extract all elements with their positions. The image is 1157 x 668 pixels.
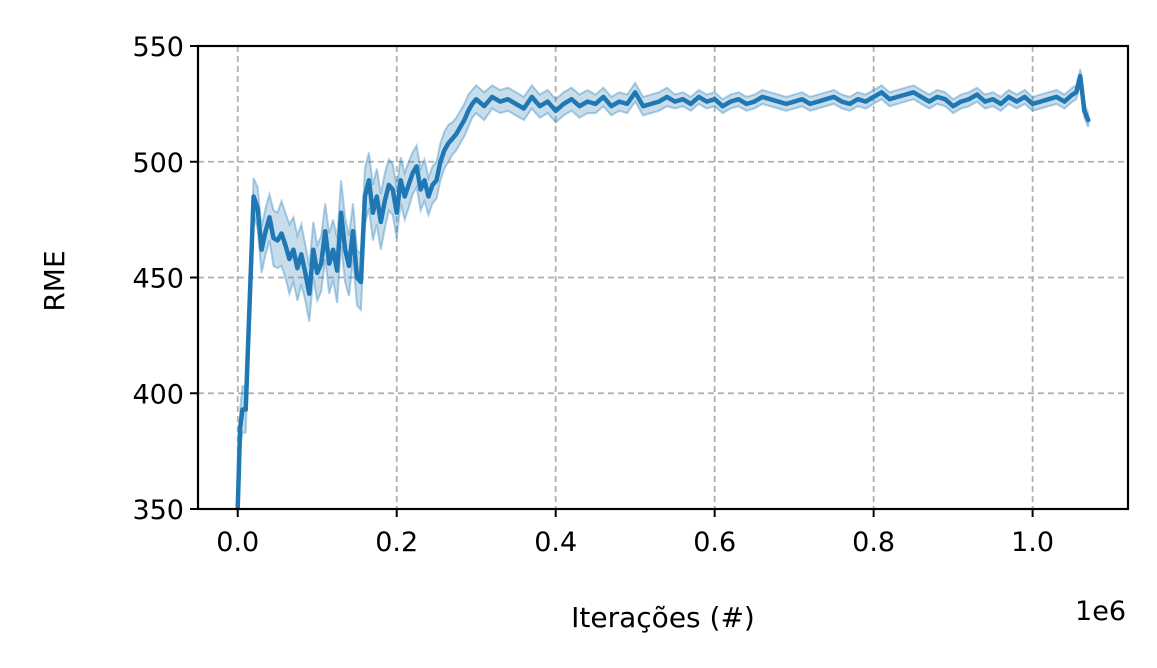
x-tick-label: 0.6 — [693, 527, 736, 558]
y-tick-label: 550 — [132, 32, 184, 63]
y-tick-label: 500 — [132, 148, 184, 179]
x-axis-ticks: 0.0 0.2 0.4 0.6 0.8 1.0 — [216, 509, 1054, 558]
x-tick-label: 0.8 — [852, 527, 895, 558]
mean-line-layer — [235, 73, 1091, 509]
y-axis-label: RME — [38, 250, 71, 311]
confidence-band-layer — [236, 68, 1090, 509]
y-tick-label: 350 — [132, 495, 184, 526]
x-tick-label: 0.0 — [216, 527, 259, 558]
mean-line-series-0 — [235, 73, 1091, 509]
confidence-band-series-0 — [236, 68, 1090, 509]
x-tick-label: 0.2 — [375, 527, 418, 558]
x-axis-label: Iterações (#) — [571, 601, 755, 634]
x-axis-offset-label: 1e6 — [1075, 596, 1126, 627]
y-axis-ticks: 350 400 450 500 550 — [132, 32, 198, 526]
y-tick-label: 400 — [132, 379, 184, 410]
y-tick-label: 450 — [132, 264, 184, 295]
x-tick-label: 0.4 — [534, 527, 577, 558]
x-tick-label: 1.0 — [1011, 527, 1054, 558]
